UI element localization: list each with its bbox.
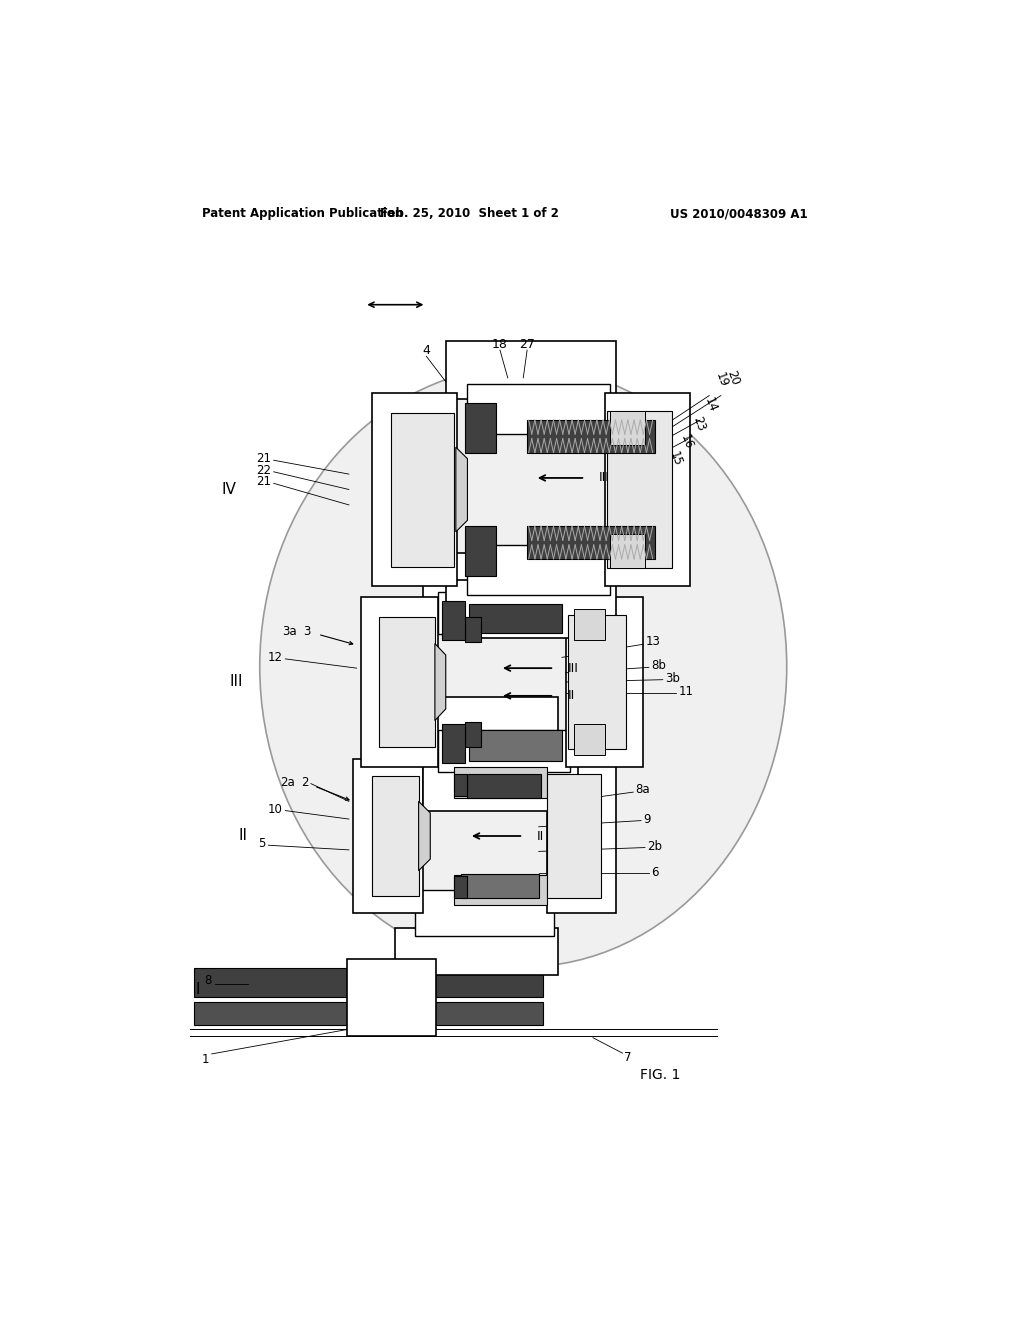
Text: III: III xyxy=(568,661,580,675)
Bar xyxy=(379,616,435,747)
Text: 27: 27 xyxy=(519,338,536,351)
Polygon shape xyxy=(465,616,480,642)
Bar xyxy=(391,412,455,566)
Text: 7: 7 xyxy=(624,1051,632,1064)
Text: 5: 5 xyxy=(259,837,266,850)
Text: 14: 14 xyxy=(701,396,719,414)
Text: III: III xyxy=(229,675,244,689)
Bar xyxy=(568,615,626,750)
Text: FIG. 1: FIG. 1 xyxy=(640,1068,680,1081)
Text: 10: 10 xyxy=(268,803,283,816)
Text: 6: 6 xyxy=(651,866,658,879)
Polygon shape xyxy=(454,876,467,898)
Text: 2a: 2a xyxy=(280,776,295,788)
Text: II: II xyxy=(239,829,247,843)
Text: 3b: 3b xyxy=(665,672,680,685)
Bar xyxy=(347,960,436,1036)
Bar xyxy=(415,737,554,781)
Text: 18: 18 xyxy=(493,338,508,351)
Polygon shape xyxy=(456,447,467,532)
Bar xyxy=(465,403,496,453)
Bar xyxy=(454,874,547,906)
Bar xyxy=(423,760,578,810)
Bar xyxy=(465,527,496,576)
Text: 21: 21 xyxy=(256,475,271,488)
Text: I: I xyxy=(196,982,200,998)
Bar xyxy=(442,601,465,640)
Bar xyxy=(423,553,578,603)
Bar xyxy=(352,759,423,913)
Bar xyxy=(194,968,543,997)
Text: 3: 3 xyxy=(303,626,311,639)
Bar xyxy=(547,759,616,913)
Text: 13: 13 xyxy=(646,635,660,648)
Ellipse shape xyxy=(260,367,786,966)
Bar xyxy=(445,579,616,638)
Polygon shape xyxy=(419,801,430,871)
Text: 16: 16 xyxy=(678,433,695,451)
Bar xyxy=(467,384,610,434)
Text: 11: 11 xyxy=(678,685,693,698)
Bar xyxy=(527,420,655,453)
Text: III: III xyxy=(599,471,610,484)
Text: Feb. 25, 2010  Sheet 1 of 2: Feb. 25, 2010 Sheet 1 of 2 xyxy=(380,207,558,220)
Text: 12: 12 xyxy=(268,651,283,664)
Bar xyxy=(438,591,569,634)
Bar xyxy=(467,545,610,595)
Bar xyxy=(194,1002,543,1024)
Bar xyxy=(469,730,562,760)
Bar xyxy=(442,725,465,763)
Text: 8a: 8a xyxy=(636,783,650,796)
Bar xyxy=(547,775,601,898)
Bar xyxy=(467,775,541,797)
Bar xyxy=(372,776,419,896)
Polygon shape xyxy=(435,644,445,721)
Bar xyxy=(395,928,558,974)
Text: 19: 19 xyxy=(713,371,730,389)
Bar xyxy=(438,730,569,772)
Bar xyxy=(573,609,604,640)
Bar xyxy=(610,411,645,445)
Text: Patent Application Publication: Patent Application Publication xyxy=(202,207,402,220)
Bar xyxy=(606,411,673,569)
Text: II: II xyxy=(568,689,575,702)
Text: 2: 2 xyxy=(301,776,308,788)
Text: 4: 4 xyxy=(423,345,430,358)
Text: 9: 9 xyxy=(643,813,651,825)
Bar xyxy=(573,725,604,755)
Text: 8b: 8b xyxy=(651,659,666,672)
Bar xyxy=(604,393,690,586)
Polygon shape xyxy=(454,775,467,796)
Text: 20: 20 xyxy=(725,368,742,387)
Bar xyxy=(469,605,562,634)
Bar xyxy=(415,890,554,936)
Bar xyxy=(527,527,655,558)
Text: US 2010/0048309 A1: US 2010/0048309 A1 xyxy=(671,207,808,220)
Text: 15: 15 xyxy=(667,450,684,467)
Bar xyxy=(372,393,458,586)
Text: 21: 21 xyxy=(256,453,271,465)
Text: 2b: 2b xyxy=(647,840,663,853)
Polygon shape xyxy=(465,722,480,747)
Bar xyxy=(445,342,616,399)
Text: 22: 22 xyxy=(256,463,271,477)
Text: IV: IV xyxy=(221,482,237,498)
Text: 8: 8 xyxy=(204,974,212,987)
Text: 3a: 3a xyxy=(283,626,297,639)
Text: II: II xyxy=(538,829,545,842)
Text: 1: 1 xyxy=(202,1053,209,1065)
Bar xyxy=(454,767,547,797)
Bar xyxy=(395,697,558,743)
Bar xyxy=(360,597,438,767)
Bar xyxy=(610,533,645,569)
Text: 23: 23 xyxy=(690,414,708,433)
Bar xyxy=(566,597,643,767)
Bar xyxy=(461,874,539,899)
